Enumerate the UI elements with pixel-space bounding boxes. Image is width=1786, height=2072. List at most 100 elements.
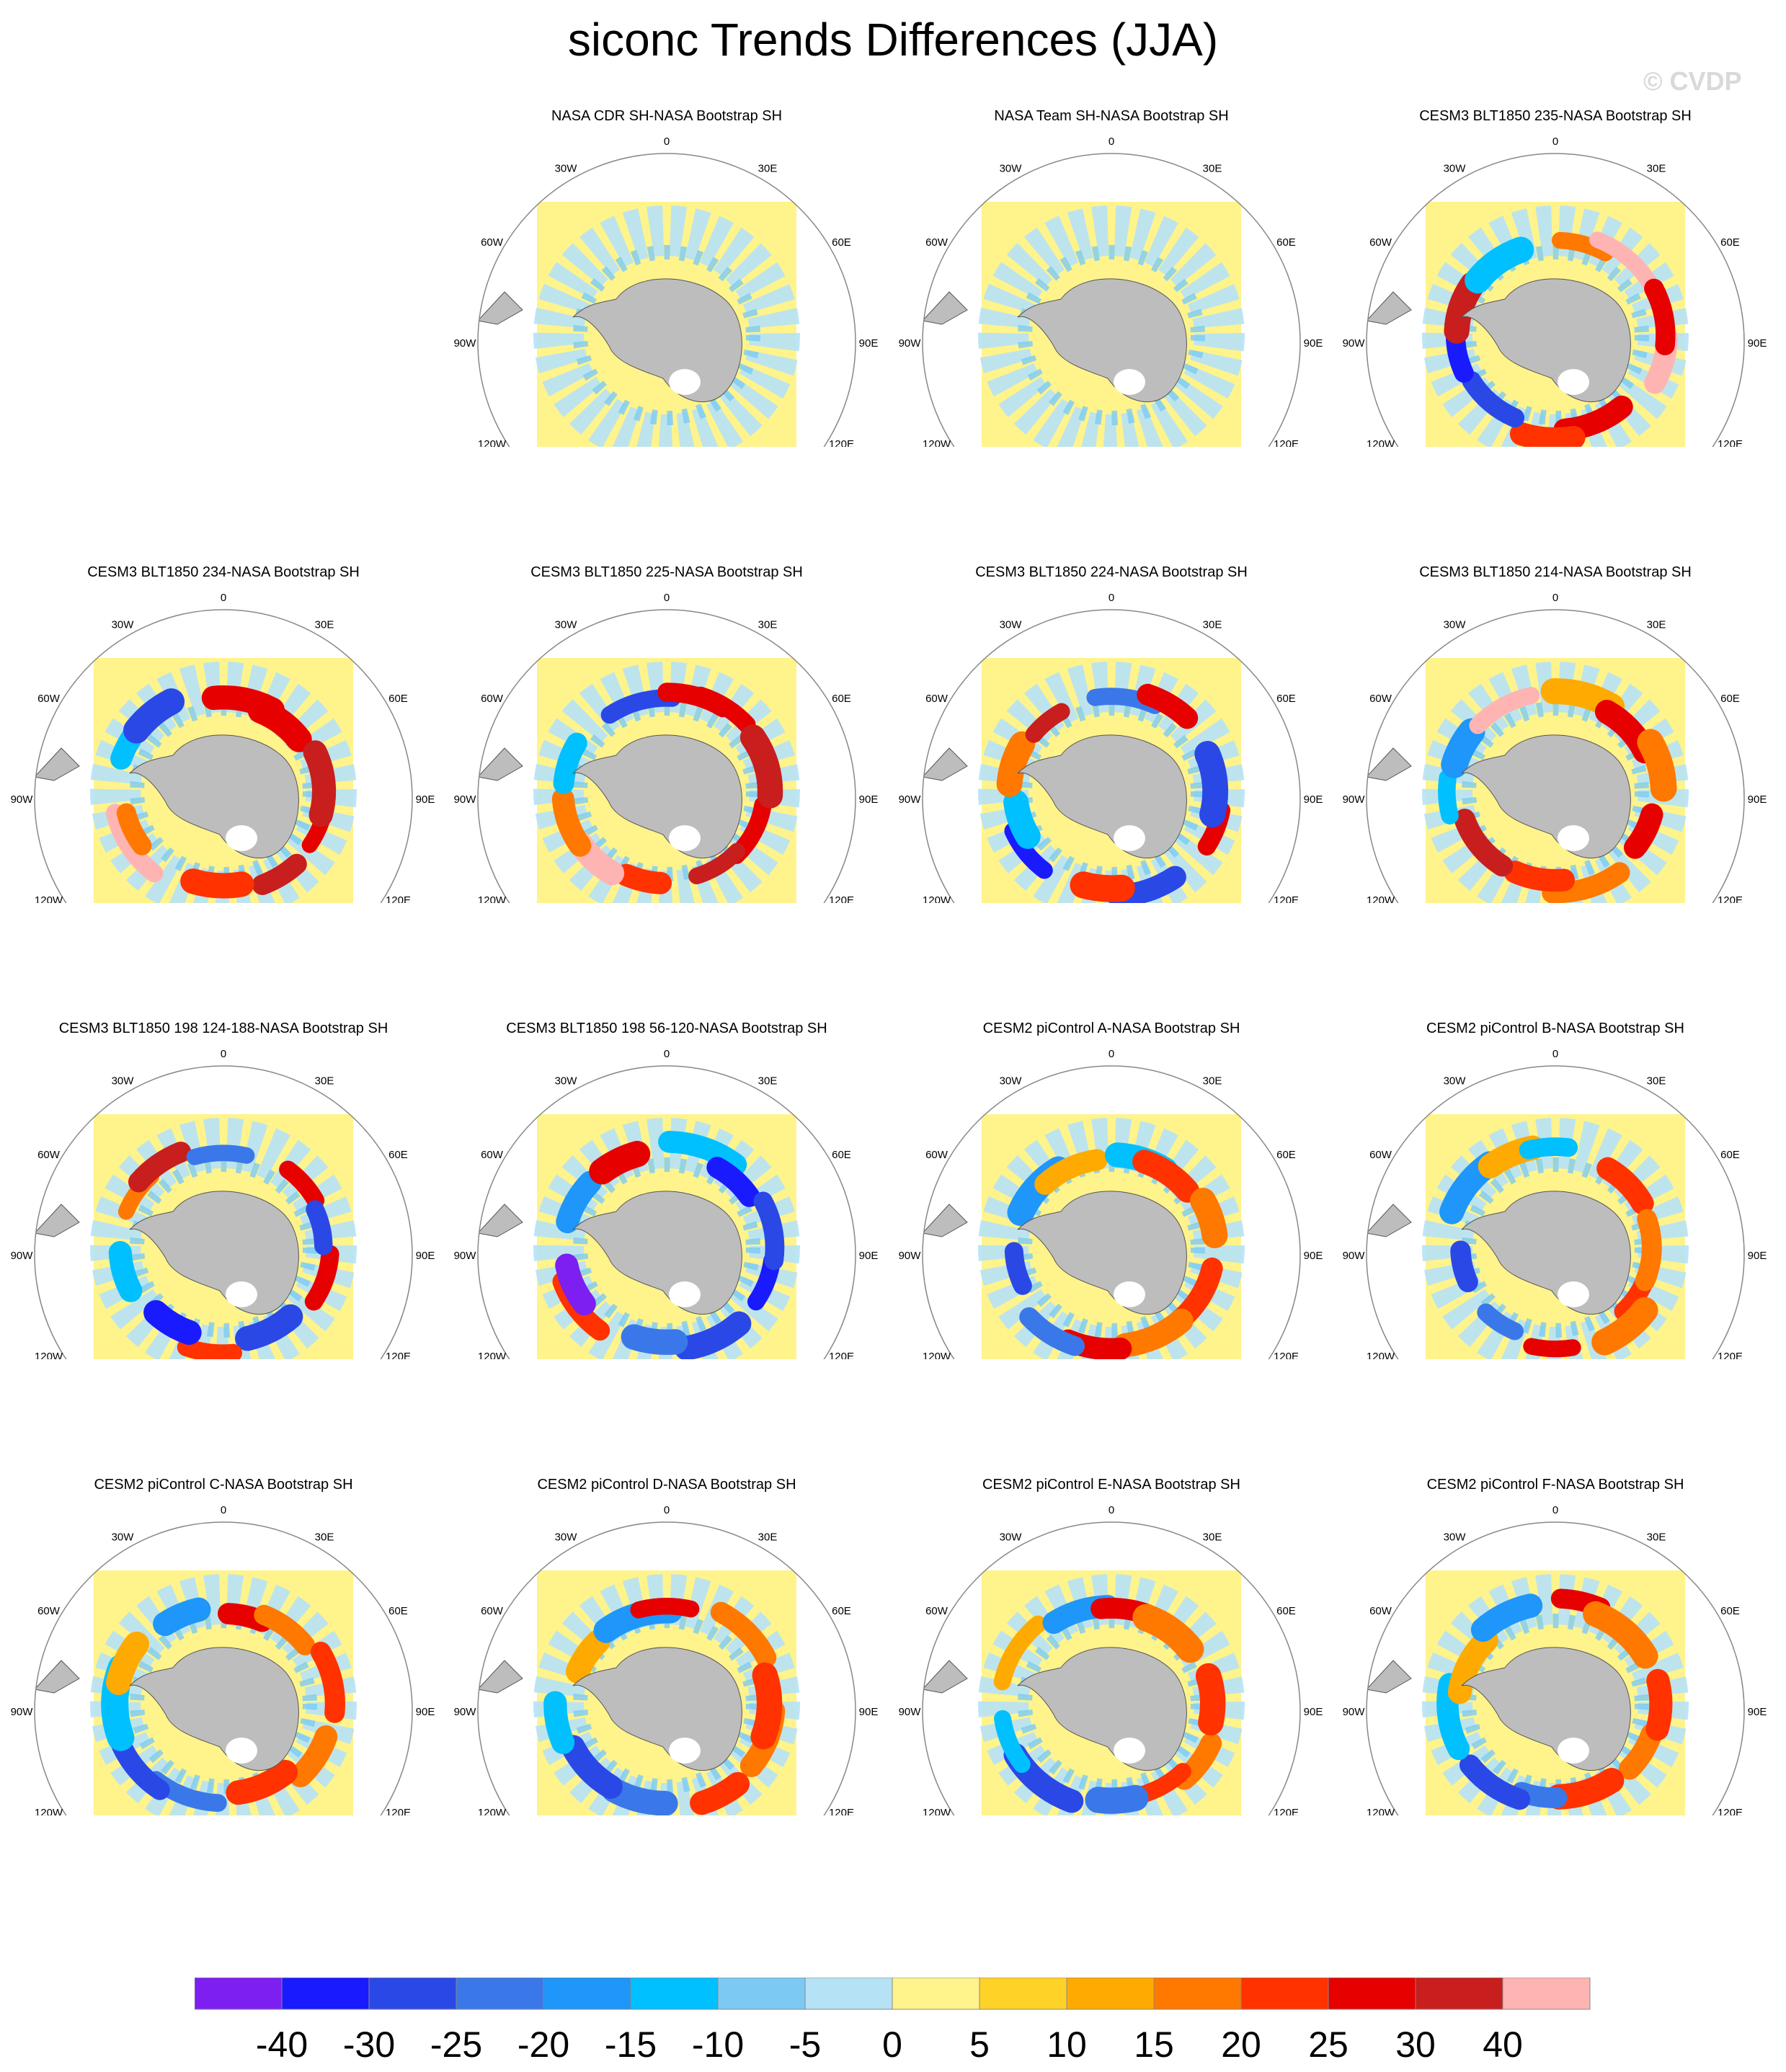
- lon-label: 60W: [1369, 236, 1392, 249]
- polar-map: 030E60E90E120E150E180150W120W90W60W30W: [454, 592, 878, 903]
- panel-title: CESM2 piControl C-NASA Bootstrap SH: [94, 1477, 353, 1493]
- lon-label: 0: [1109, 1504, 1114, 1516]
- ice-shelf: [669, 369, 701, 395]
- colorbar-tick-label: -25: [430, 2024, 482, 2065]
- south-america-landmass: [35, 1660, 80, 1694]
- anomaly-band: [1462, 370, 1525, 428]
- map-panel: CESM3 BLT1850 198 124-188-NASA Bootstrap…: [0, 912, 447, 1359]
- anomaly-band: [1132, 1604, 1204, 1663]
- colorbar-box: [892, 1978, 980, 2010]
- lon-label: 30E: [315, 1075, 334, 1088]
- colorbar-tick-label: 15: [1134, 2024, 1174, 2065]
- lon-label: 120W: [478, 438, 507, 447]
- lon-label: 90W: [899, 1250, 922, 1262]
- panel-title: CESM2 piControl E-NASA Bootstrap SH: [982, 1477, 1240, 1493]
- lon-label: 90W: [11, 793, 34, 806]
- lon-label: 90E: [1304, 793, 1323, 806]
- ice-shelf: [1114, 369, 1145, 395]
- map-boundary: [1366, 153, 1745, 447]
- map-boundary: [477, 153, 856, 447]
- lon-label: 90E: [1748, 1250, 1767, 1262]
- panel-title: CESM2 piControl F-NASA Bootstrap SH: [1426, 1477, 1684, 1493]
- anomaly-band: [1441, 718, 1485, 778]
- colorbar-box: [1153, 1978, 1242, 2010]
- lon-label: 60W: [1369, 1605, 1392, 1617]
- colorbar-tick-label: -10: [692, 2024, 744, 2065]
- anomaly-band: [128, 1142, 192, 1193]
- polar-map: 030E60E90E120E150E180150W120W90W60W30W: [454, 1504, 878, 1815]
- watermark: © CVDP: [1643, 66, 1742, 96]
- lon-label: 60W: [37, 1605, 61, 1617]
- ice-shelf: [669, 825, 701, 851]
- ice-edge-band: [1018, 1614, 1205, 1794]
- lon-label: 30W: [1444, 619, 1467, 631]
- map-panel: NASA CDR SH-NASA Bootstrap SH 0 30E 60E 90E 1…: [443, 0, 890, 447]
- lon-label: 90E: [859, 1250, 879, 1262]
- lon-label: 120E: [1718, 1351, 1743, 1359]
- colorbar-tick-label: 30: [1395, 2024, 1436, 2065]
- anomaly-band: [1519, 1137, 1578, 1160]
- map-panel: CESM3 BLT1850 224-NASA Bootstrap SH 0 30E 6…: [888, 456, 1335, 903]
- lon-label: 120W: [35, 1807, 63, 1815]
- ice-edge-band: [1018, 701, 1205, 881]
- map-panel: CESM2 piControl F-NASA Bootstrap SH 0 30E 6…: [1332, 1369, 1779, 1815]
- lon-label: 120W: [1367, 1807, 1395, 1815]
- anomaly-band: [1470, 1593, 1543, 1642]
- map-panel: CESM2 piControl B-NASA Bootstrap SH 0 30E 6…: [1332, 912, 1779, 1359]
- anomaly-band: [1194, 741, 1229, 828]
- colorbar-tick-label: 0: [882, 2024, 902, 2065]
- map-panel: CESM2 piControl A-NASA Bootstrap SH 0 30E 6…: [888, 912, 1335, 1359]
- south-america-landmass: [1367, 1660, 1412, 1694]
- anomaly-band: [601, 1777, 678, 1815]
- lon-label: 60E: [832, 1605, 851, 1617]
- anomaly-band: [304, 1245, 339, 1311]
- map-panel: CESM2 piControl D-NASA Bootstrap SH 0 30E 6…: [443, 1369, 890, 1815]
- lon-label: 60E: [832, 1149, 851, 1161]
- lon-label: 30E: [1203, 163, 1222, 175]
- polar-map: 030E60E90E120E150E180150W120W90W60W30W: [11, 1048, 435, 1359]
- lon-label: 30W: [112, 1075, 135, 1088]
- anomaly-band: [1469, 687, 1540, 734]
- anomaly-band: [565, 1629, 610, 1684]
- lon-label: 0: [221, 1504, 226, 1516]
- lon-label: 120E: [386, 1807, 411, 1815]
- anomaly-band: [1644, 278, 1676, 355]
- ice-edge-band: [130, 1157, 317, 1338]
- ice-edge-band: [573, 245, 760, 425]
- ice-shelf: [1558, 1738, 1589, 1764]
- anomaly-band: [247, 698, 312, 752]
- map-boundary: [1366, 1521, 1745, 1815]
- lon-label: 30E: [758, 619, 778, 631]
- lon-label: 30E: [758, 163, 778, 175]
- anomaly-band: [994, 1709, 1031, 1773]
- anomaly-band: [1591, 1297, 1658, 1356]
- anomaly-band: [688, 842, 746, 885]
- lon-label: 0: [1552, 1504, 1558, 1516]
- lon-label: 90E: [416, 793, 435, 806]
- lon-label: 120E: [1274, 1807, 1299, 1815]
- antarctica-landmass: [572, 734, 742, 859]
- anomaly-band: [303, 740, 337, 827]
- ice-shelf: [1558, 369, 1589, 395]
- lon-label: 120E: [829, 1807, 854, 1815]
- ice-shelf: [669, 1281, 701, 1307]
- anomaly-band: [1477, 1303, 1524, 1340]
- lon-label: 90W: [1343, 1250, 1366, 1262]
- anomaly-band: [739, 724, 783, 809]
- anomaly-band: [1132, 1150, 1200, 1203]
- map-boundary: [477, 1521, 856, 1815]
- lon-label: 120W: [478, 1351, 507, 1359]
- panel-title: CESM3 BLT1850 234-NASA Bootstrap SH: [87, 564, 360, 580]
- anomaly-band: [710, 1601, 777, 1668]
- polar-map: 030E60E90E120E150E180150W120W90W60W30W: [1343, 592, 1767, 903]
- antarctica-landmass: [1017, 278, 1187, 403]
- anomaly-band: [310, 1641, 345, 1723]
- map-panel: CESM3 BLT1850 235-NASA Bootstrap SH 0 30E 6…: [1332, 0, 1779, 447]
- lon-label: 30W: [1000, 619, 1023, 631]
- lon-label: 30E: [1203, 619, 1222, 631]
- map-boundary: [922, 609, 1301, 903]
- lon-label: 30W: [112, 619, 135, 631]
- ice-edge-band: [573, 1157, 760, 1338]
- lon-label: 60E: [832, 236, 851, 249]
- anomaly-band: [143, 1299, 202, 1346]
